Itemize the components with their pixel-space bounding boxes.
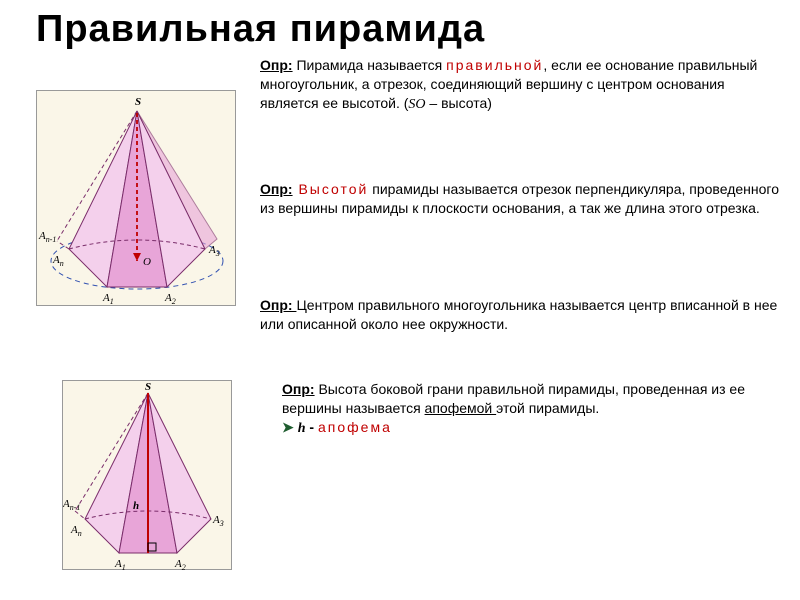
page-title: Правильная пирамида [36, 8, 776, 51]
center-O: O [143, 256, 151, 268]
bullet-icon: ➤ [282, 419, 294, 435]
svg-text:A1: A1 [114, 558, 126, 571]
svg-text:A2: A2 [174, 558, 186, 571]
opr-label: Опр: [260, 57, 293, 73]
underlined-word: апофемой [425, 400, 497, 416]
highlight-word: правильной [446, 57, 543, 73]
text: – высота) [426, 95, 492, 111]
text: Центром правильного многоугольника назыв… [260, 297, 777, 332]
svg-text:A2: A2 [164, 292, 176, 306]
definition-2: Опр: Высотой пирамиды называется отрезок… [260, 180, 780, 218]
pyramid-diagram-1: S O A1 A2 A3 An An-1 [36, 90, 236, 306]
vertex-S: S [135, 96, 141, 108]
text: этой пирамиды. [496, 400, 599, 416]
opr-label: Опр: [260, 181, 293, 197]
svg-text:A3: A3 [208, 244, 220, 258]
svg-text:A3: A3 [212, 514, 224, 528]
definition-1: Опр: Пирамида называется правильной, есл… [260, 56, 770, 115]
svg-text:A1: A1 [102, 292, 114, 306]
apothem-h: h [133, 500, 139, 512]
svg-text:An: An [70, 524, 82, 538]
svg-text:An-1: An-1 [38, 230, 56, 244]
definition-4: Опр: Высота боковой грани правильной пир… [282, 380, 772, 439]
h-label: h [298, 421, 306, 436]
pyramid-diagram-2: h S A1 A2 A3 An An-1 [62, 380, 232, 570]
so-label: SO [408, 97, 425, 112]
definition-3: Опр: Центром правильного многоугольника … [260, 296, 780, 334]
vertex-S: S [145, 381, 151, 393]
svg-text:An-1: An-1 [63, 498, 80, 512]
text: Пирамида называется [293, 57, 447, 73]
text: - [306, 419, 318, 435]
svg-text:An: An [52, 254, 64, 268]
apothem-word: апофема [318, 419, 392, 435]
highlight-word: Высотой [293, 181, 369, 197]
opr-label: Опр: [282, 381, 315, 397]
opr-label: Опр: [260, 297, 296, 313]
